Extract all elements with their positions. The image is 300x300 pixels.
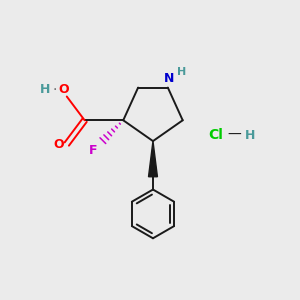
Text: H: H xyxy=(177,67,186,77)
Text: F: F xyxy=(89,144,97,157)
Text: H: H xyxy=(40,83,51,97)
Text: Cl: Cl xyxy=(208,128,223,142)
Text: O: O xyxy=(53,138,64,151)
Text: ·: · xyxy=(52,83,56,97)
Text: O: O xyxy=(58,83,68,97)
Text: H: H xyxy=(244,129,255,142)
Text: —: — xyxy=(227,128,241,142)
Polygon shape xyxy=(148,141,158,177)
Text: N: N xyxy=(164,72,175,85)
